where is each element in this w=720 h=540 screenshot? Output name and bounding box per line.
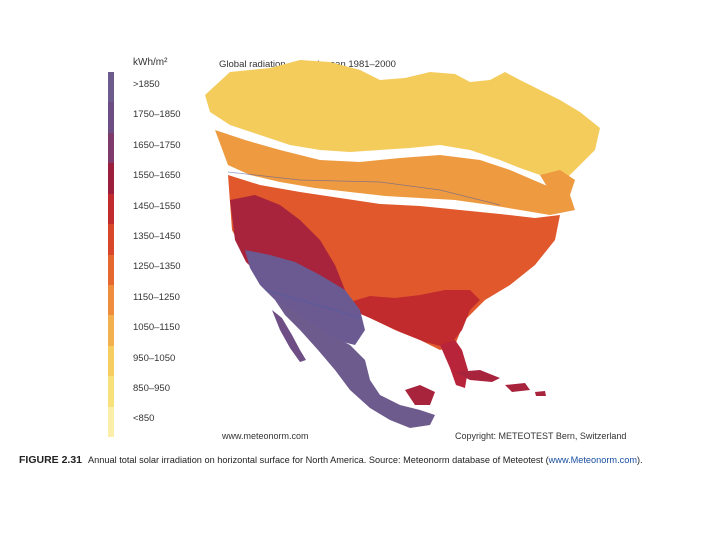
legend-label: 1650–1750 — [133, 139, 181, 151]
legend-label: 1150–1250 — [133, 291, 180, 303]
us-southwest-region — [245, 250, 365, 345]
us-mexico-border — [264, 289, 361, 319]
mexico-region — [275, 300, 435, 428]
legend-label: 1050–1150 — [133, 322, 180, 334]
baja-region — [272, 310, 306, 362]
legend-swatch — [108, 345, 114, 377]
legend-label: 1350–1450 — [133, 231, 181, 242]
puerto-rico-region — [535, 391, 546, 396]
legend-swatch — [108, 315, 114, 346]
legend-swatch — [108, 72, 114, 103]
legend-label: 1450–1550 — [133, 200, 181, 212]
legend-label: >1850 — [133, 79, 160, 90]
legend-swatch — [108, 406, 114, 438]
yucatan-region — [405, 385, 435, 405]
legend-swatch — [108, 193, 114, 225]
figure-caption: FIGURE 2.31 Annual total solar irradiatio… — [19, 454, 719, 466]
caption-link[interactable]: www.Meteonorm.com — [548, 455, 637, 465]
cuba-region — [455, 370, 500, 382]
legend-label: 1550–1650 — [133, 170, 181, 182]
legend-swatch — [108, 132, 114, 164]
atlantic-canada-region — [540, 170, 575, 195]
figure-label: FIGURE 2.31 — [19, 454, 83, 466]
caption-end: ). — [637, 455, 643, 465]
florida-region — [440, 340, 468, 388]
credit-copyright: Copyright: METEOTEST Bern, Switzerland — [455, 431, 627, 441]
legend-label: 950–1050 — [133, 352, 176, 364]
legend-unit: kWh/m² — [133, 57, 168, 68]
legend-swatch — [108, 102, 114, 133]
legend-swatch — [108, 163, 114, 194]
legend-label: 1250–1350 — [133, 261, 181, 273]
northern-region — [205, 60, 600, 185]
legend-label: <850 — [133, 413, 155, 425]
legend-swatch — [108, 284, 114, 316]
us-southeast-region — [340, 290, 480, 348]
legend-label: 1750–1850 — [133, 109, 181, 121]
legend-color-bar — [108, 72, 114, 438]
us-central-region — [228, 175, 560, 350]
legend-swatch — [108, 376, 114, 407]
legend-label: 850–950 — [133, 383, 170, 394]
legend-swatch — [108, 254, 114, 285]
legend-swatch — [108, 224, 114, 255]
caption-text: Annual total solar irradiation on horizo… — [88, 455, 549, 465]
hispaniola-region — [505, 383, 530, 392]
canada-transition-region — [215, 130, 575, 215]
credit-website: www.meteonorm.com — [222, 431, 309, 441]
us-canada-border — [227, 171, 501, 206]
